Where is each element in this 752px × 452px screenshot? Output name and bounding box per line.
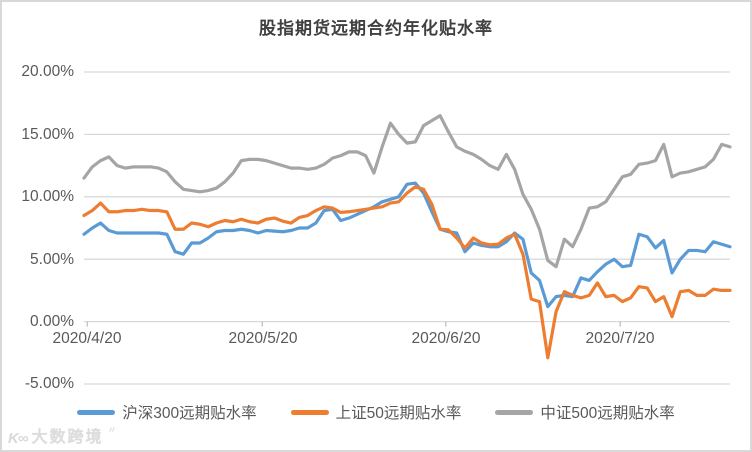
sse50-line-swatch-icon <box>290 409 329 415</box>
x-axis-label: 2020/7/20 <box>585 330 655 347</box>
x-axis-label: 2020/5/20 <box>228 330 298 347</box>
y-axis-label: 15.00% <box>21 126 74 143</box>
y-axis-label: 5.00% <box>30 251 74 268</box>
series-line-0 <box>82 181 732 309</box>
y-axis-label: -5.00% <box>24 375 74 392</box>
series-line-1 <box>82 185 732 360</box>
watermark-logo-icon: K∞ <box>8 430 29 447</box>
watermark-quote-mark: 〃 <box>107 425 117 435</box>
chart-title: 股指期货远期合约年化贴水率 <box>259 19 493 38</box>
y-axis-label: 20.00% <box>21 63 74 80</box>
y-axis-label: 10.00% <box>21 188 74 205</box>
csi300-line-swatch-icon <box>77 409 116 415</box>
x-axis-label: 2020/4/20 <box>52 330 122 347</box>
legend-label: 沪深300远期贴水率 <box>122 405 257 422</box>
watermark-text: 大数跨境 <box>31 429 104 446</box>
legend-item-sse50: 上证50远期贴水率 <box>290 401 462 423</box>
x-axis-label: 2020/6/20 <box>411 330 481 347</box>
legend-label: 上证50远期贴水率 <box>335 405 462 422</box>
watermark: K∞ 大数跨境 〃 <box>8 423 117 447</box>
csi500-line-swatch-icon <box>495 409 534 415</box>
legend-item-csi300: 沪深300远期贴水率 <box>77 401 257 423</box>
legend: 沪深300远期贴水率 上证50远期贴水率 中证500远期贴水率 <box>2 401 750 423</box>
legend-item-csi500: 中证500远期贴水率 <box>495 401 675 423</box>
legend-label: 中证500远期贴水率 <box>540 405 675 422</box>
y-axis-label: 0.00% <box>30 313 74 330</box>
series-line-2 <box>82 114 732 269</box>
